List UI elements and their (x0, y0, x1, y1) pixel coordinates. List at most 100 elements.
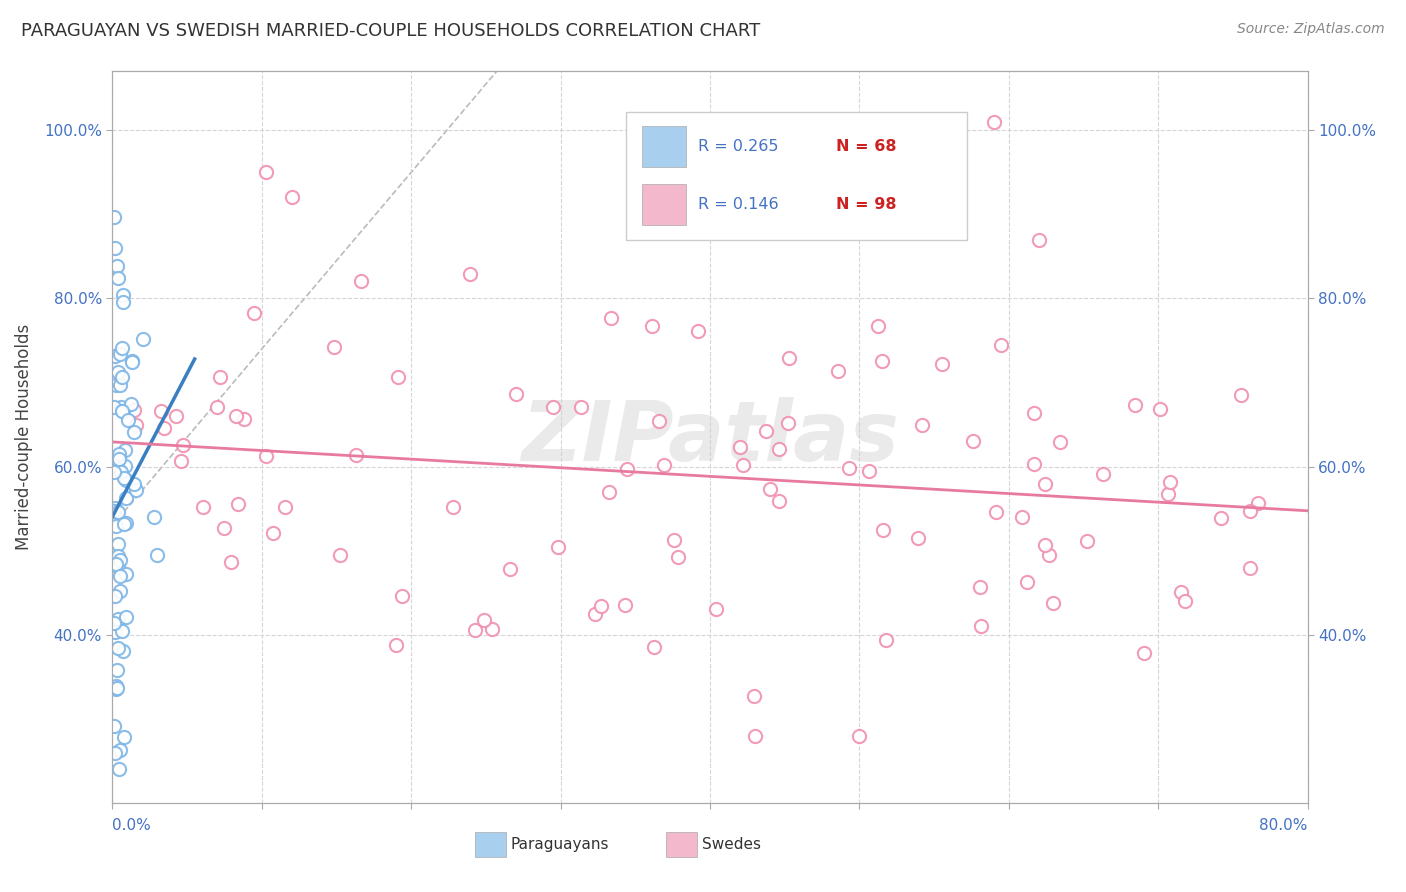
Point (990, 337, 1012, 351)
Point (153, 420, 176, 434)
Point (104, 589, 127, 603)
FancyBboxPatch shape (475, 832, 506, 857)
Point (149, 404, 172, 418)
Point (105, 679, 128, 693)
Point (778, 351, 800, 366)
Point (499, 561, 522, 575)
Point (115, 491, 138, 505)
Text: R = 0.265: R = 0.265 (699, 139, 779, 154)
Point (111, 624, 134, 639)
Point (114, 443, 136, 458)
Point (110, 465, 132, 479)
Point (115, 566, 138, 581)
Point (329, 548, 352, 562)
Point (111, 295, 134, 310)
Point (107, 537, 129, 551)
Y-axis label: Married-couple Households: Married-couple Households (15, 324, 32, 550)
Point (105, 260, 128, 274)
Point (170, 453, 193, 467)
Point (755, 425, 778, 439)
Point (125, 483, 148, 498)
Point (344, 448, 367, 462)
Point (107, 365, 129, 379)
Point (1157, 486, 1180, 500)
Point (243, 306, 266, 320)
Point (131, 332, 153, 346)
Point (110, 400, 132, 414)
Text: Paraguayans: Paraguayans (510, 837, 609, 852)
Point (107, 271, 129, 285)
Point (322, 340, 344, 354)
Point (142, 510, 165, 524)
Point (613, 599, 636, 613)
Point (121, 353, 143, 368)
Point (105, 519, 128, 533)
Point (1033, 538, 1056, 552)
Point (907, 531, 929, 545)
Point (107, 549, 129, 563)
Point (1174, 594, 1197, 608)
Point (1125, 399, 1147, 413)
Point (110, 347, 132, 361)
Point (115, 610, 138, 624)
Point (758, 483, 780, 497)
Point (111, 287, 134, 301)
Point (121, 355, 143, 369)
FancyBboxPatch shape (627, 112, 967, 240)
Point (931, 357, 953, 371)
Point (233, 412, 256, 426)
Point (983, 115, 1005, 129)
Point (547, 540, 569, 554)
Point (1033, 477, 1056, 491)
Point (146, 548, 169, 562)
Point (1024, 457, 1046, 471)
Point (641, 318, 664, 333)
Point (827, 364, 849, 378)
Point (117, 413, 139, 427)
Text: R = 0.146: R = 0.146 (699, 197, 779, 212)
Point (387, 370, 409, 384)
Point (1239, 504, 1261, 518)
Point (648, 414, 671, 428)
Point (166, 409, 188, 423)
Point (103, 504, 125, 518)
Point (104, 747, 127, 761)
Point (704, 601, 727, 615)
Point (226, 497, 249, 511)
Point (598, 484, 620, 499)
Point (103, 210, 125, 224)
Point (115, 516, 138, 530)
Point (472, 613, 495, 627)
Point (107, 762, 129, 776)
Point (104, 501, 127, 516)
Point (104, 241, 127, 255)
Point (105, 377, 128, 392)
Point (744, 729, 766, 743)
Point (391, 590, 413, 604)
Point (686, 324, 709, 338)
Text: 80.0%: 80.0% (1260, 818, 1308, 833)
Point (254, 165, 277, 179)
Point (254, 450, 277, 464)
Point (114, 458, 136, 473)
Point (112, 517, 135, 532)
Point (768, 442, 790, 456)
Point (108, 569, 131, 583)
Point (666, 549, 689, 564)
Point (207, 401, 229, 415)
Point (848, 729, 870, 743)
Point (212, 521, 235, 535)
Point (583, 607, 606, 621)
Point (838, 460, 860, 475)
Point (225, 409, 247, 423)
FancyBboxPatch shape (643, 127, 686, 168)
Point (103, 466, 125, 480)
Point (111, 404, 134, 418)
Point (219, 555, 242, 569)
Point (120, 397, 142, 411)
Point (110, 583, 132, 598)
Point (616, 462, 638, 476)
Point (768, 493, 790, 508)
Point (662, 533, 685, 547)
Text: ZIPatlas: ZIPatlas (522, 397, 898, 477)
